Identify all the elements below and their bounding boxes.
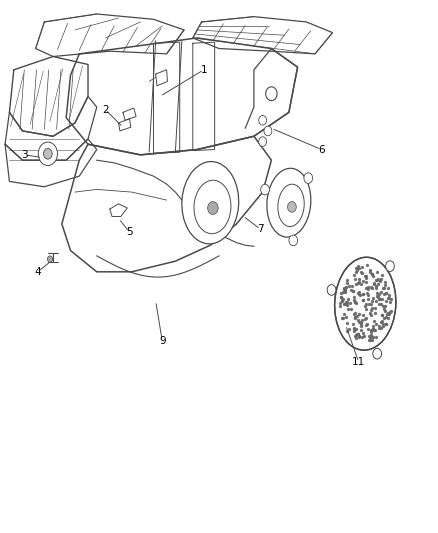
- Circle shape: [288, 201, 296, 212]
- Circle shape: [304, 173, 313, 183]
- Text: 11: 11: [352, 357, 365, 367]
- Ellipse shape: [194, 180, 231, 233]
- Circle shape: [373, 349, 381, 359]
- Circle shape: [385, 261, 394, 271]
- Text: 4: 4: [35, 267, 41, 277]
- Circle shape: [38, 142, 57, 165]
- Circle shape: [47, 256, 53, 262]
- Text: 7: 7: [257, 224, 264, 235]
- Circle shape: [264, 126, 272, 136]
- Circle shape: [259, 116, 267, 125]
- Circle shape: [266, 87, 277, 101]
- Text: 6: 6: [318, 144, 325, 155]
- Ellipse shape: [335, 257, 396, 350]
- Text: 9: 9: [159, 336, 166, 346]
- Circle shape: [208, 201, 218, 214]
- Text: 5: 5: [126, 227, 133, 237]
- Circle shape: [327, 285, 336, 295]
- Circle shape: [43, 149, 52, 159]
- Text: 1: 1: [201, 65, 207, 75]
- Ellipse shape: [267, 168, 311, 237]
- Text: 3: 3: [21, 150, 28, 160]
- Circle shape: [289, 235, 298, 246]
- Circle shape: [259, 137, 267, 147]
- Circle shape: [261, 184, 269, 195]
- Text: 2: 2: [102, 104, 109, 115]
- Ellipse shape: [182, 161, 239, 244]
- Ellipse shape: [278, 184, 304, 227]
